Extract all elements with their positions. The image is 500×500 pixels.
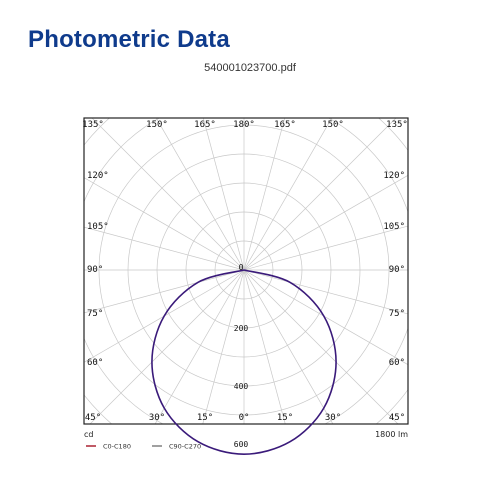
bottom-angle-label: 0° xyxy=(239,413,250,423)
grid-spoke xyxy=(243,269,334,424)
radial-value-label: 200 xyxy=(234,324,249,333)
left-angle-label: 75° xyxy=(87,309,103,319)
bottom-angle-label: 30° xyxy=(149,413,165,423)
grid-spoke xyxy=(202,269,245,424)
top-angle-label: 150° xyxy=(146,120,168,130)
legend-label: C90-C270 xyxy=(169,443,201,451)
right-angle-label: 105° xyxy=(383,222,405,232)
grid-spoke xyxy=(84,269,245,314)
bottom-angle-label: 30° xyxy=(325,413,341,423)
top-angle-label: 180° xyxy=(233,120,255,130)
grid-spoke xyxy=(84,269,245,363)
top-angle-label: 150° xyxy=(322,120,344,130)
left-angle-label: 120° xyxy=(87,171,109,181)
grid-spoke xyxy=(243,118,397,271)
left-angle-label: 105° xyxy=(87,222,109,232)
bottom-angle-label: 45° xyxy=(85,413,101,423)
grid-spoke xyxy=(243,269,408,315)
grid-spoke xyxy=(89,269,245,424)
grid-spoke xyxy=(154,269,245,424)
grid-spoke xyxy=(155,118,245,271)
grid-spoke xyxy=(243,269,408,366)
lumen-label: 1800 lm xyxy=(375,430,408,439)
right-angle-label: 75° xyxy=(389,309,405,319)
right-angle-label: 90° xyxy=(389,265,405,275)
top-angle-label: 135° xyxy=(82,120,104,130)
top-angle-label: 165° xyxy=(194,120,216,130)
unit-label: cd xyxy=(84,430,93,439)
radial-value-label: 400 xyxy=(234,382,249,391)
file-name: 540001023700.pdf xyxy=(204,62,296,74)
plot-frame xyxy=(83,117,409,425)
grid-spoke xyxy=(243,225,408,271)
grid-spoke xyxy=(243,269,399,424)
grid-spoke xyxy=(84,226,245,271)
intensity-curve xyxy=(151,269,337,455)
grid-spoke xyxy=(243,118,333,271)
polar-grid xyxy=(84,118,408,424)
radial-value-label: 0 xyxy=(239,263,244,272)
grid-spoke xyxy=(243,118,286,271)
grid-spoke xyxy=(202,118,245,271)
page-title: Photometric Data xyxy=(28,26,230,53)
grid-spoke xyxy=(243,269,286,424)
grid-spoke xyxy=(243,174,408,271)
bottom-angle-label: 15° xyxy=(197,413,213,423)
top-angle-label: 165° xyxy=(274,120,296,130)
right-angle-label: 60° xyxy=(389,358,405,368)
grid-spoke xyxy=(91,118,245,271)
bottom-angle-label: 45° xyxy=(389,413,405,423)
grid-spoke xyxy=(84,177,245,271)
legend-label: C0-C180 xyxy=(103,443,131,451)
top-angle-label: 135° xyxy=(386,120,408,130)
left-angle-label: 60° xyxy=(87,358,103,368)
bottom-angle-label: 15° xyxy=(277,413,293,423)
right-angle-label: 120° xyxy=(383,171,405,181)
radial-value-label: 600 xyxy=(234,440,249,449)
left-angle-label: 90° xyxy=(87,265,103,275)
